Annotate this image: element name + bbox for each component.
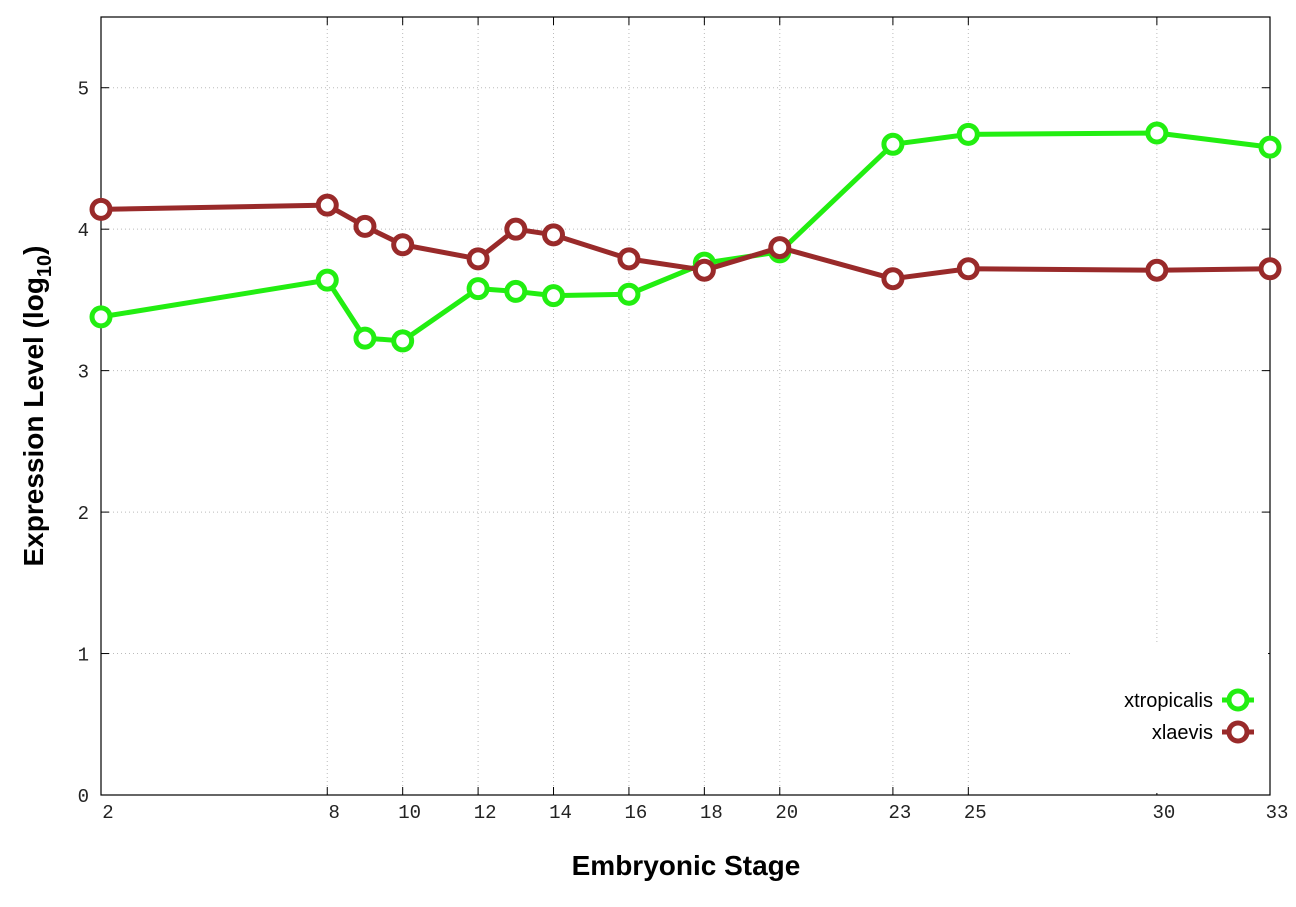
x-tick-label: 30 [1152,802,1175,824]
point [466,247,490,271]
x-axis-label: Embryonic Stage [572,850,801,881]
point [881,267,905,291]
x-tick-label: 23 [888,802,911,824]
x-tick-label: 8 [329,802,340,824]
point [1258,257,1282,281]
point [881,132,905,156]
legend-marker [1226,720,1250,744]
point [315,268,339,292]
y-tick-label: 0 [78,786,89,808]
x-tick-label: 14 [549,802,572,824]
point [1258,135,1282,159]
x-tick-label: 2 [102,802,113,824]
point [353,214,377,238]
y-axis-label-sub: 10 [34,255,56,277]
y-tick-label: 5 [78,79,89,101]
point [504,279,528,303]
x-tick-label: 16 [625,802,648,824]
x-tick-label: 20 [775,802,798,824]
point [1145,258,1169,282]
point [315,193,339,217]
series [89,121,1282,353]
point [956,122,980,146]
point [956,257,980,281]
point [504,217,528,241]
y-tick-label: 4 [78,220,89,242]
plot-frame [100,16,1271,796]
point [542,284,566,308]
point [1145,121,1169,145]
point [542,223,566,247]
series-line [100,202,1271,282]
legend-box [1072,645,1268,793]
point [89,305,113,329]
y-tick-label: 2 [78,503,89,525]
y-axis-label-main: Expression Level (log [18,277,49,566]
point [692,258,716,282]
point [89,197,113,221]
point [391,329,415,353]
x-tick-label: 33 [1266,802,1289,824]
point [466,277,490,301]
x-tick-label: 18 [700,802,723,824]
y-tick-label: 1 [78,645,89,667]
legend-label: xlaevis [1152,722,1213,744]
series-line [100,130,1271,344]
point [617,282,641,306]
point [617,247,641,271]
y-axis-label-end: ) [18,246,49,255]
legend-label: xtropicalis [1124,690,1213,712]
point [391,233,415,257]
point [353,326,377,350]
legend: xtropicalis xlaevis [1072,645,1268,793]
x-tick-label: 25 [964,802,987,824]
x-tick-label: 12 [474,802,497,824]
y-tick-label: 3 [78,362,89,384]
y-axis-label: Expression Level (log10) [18,246,56,567]
x-tick-label: 10 [398,802,421,824]
legend-marker [1226,688,1250,712]
point [768,236,792,260]
